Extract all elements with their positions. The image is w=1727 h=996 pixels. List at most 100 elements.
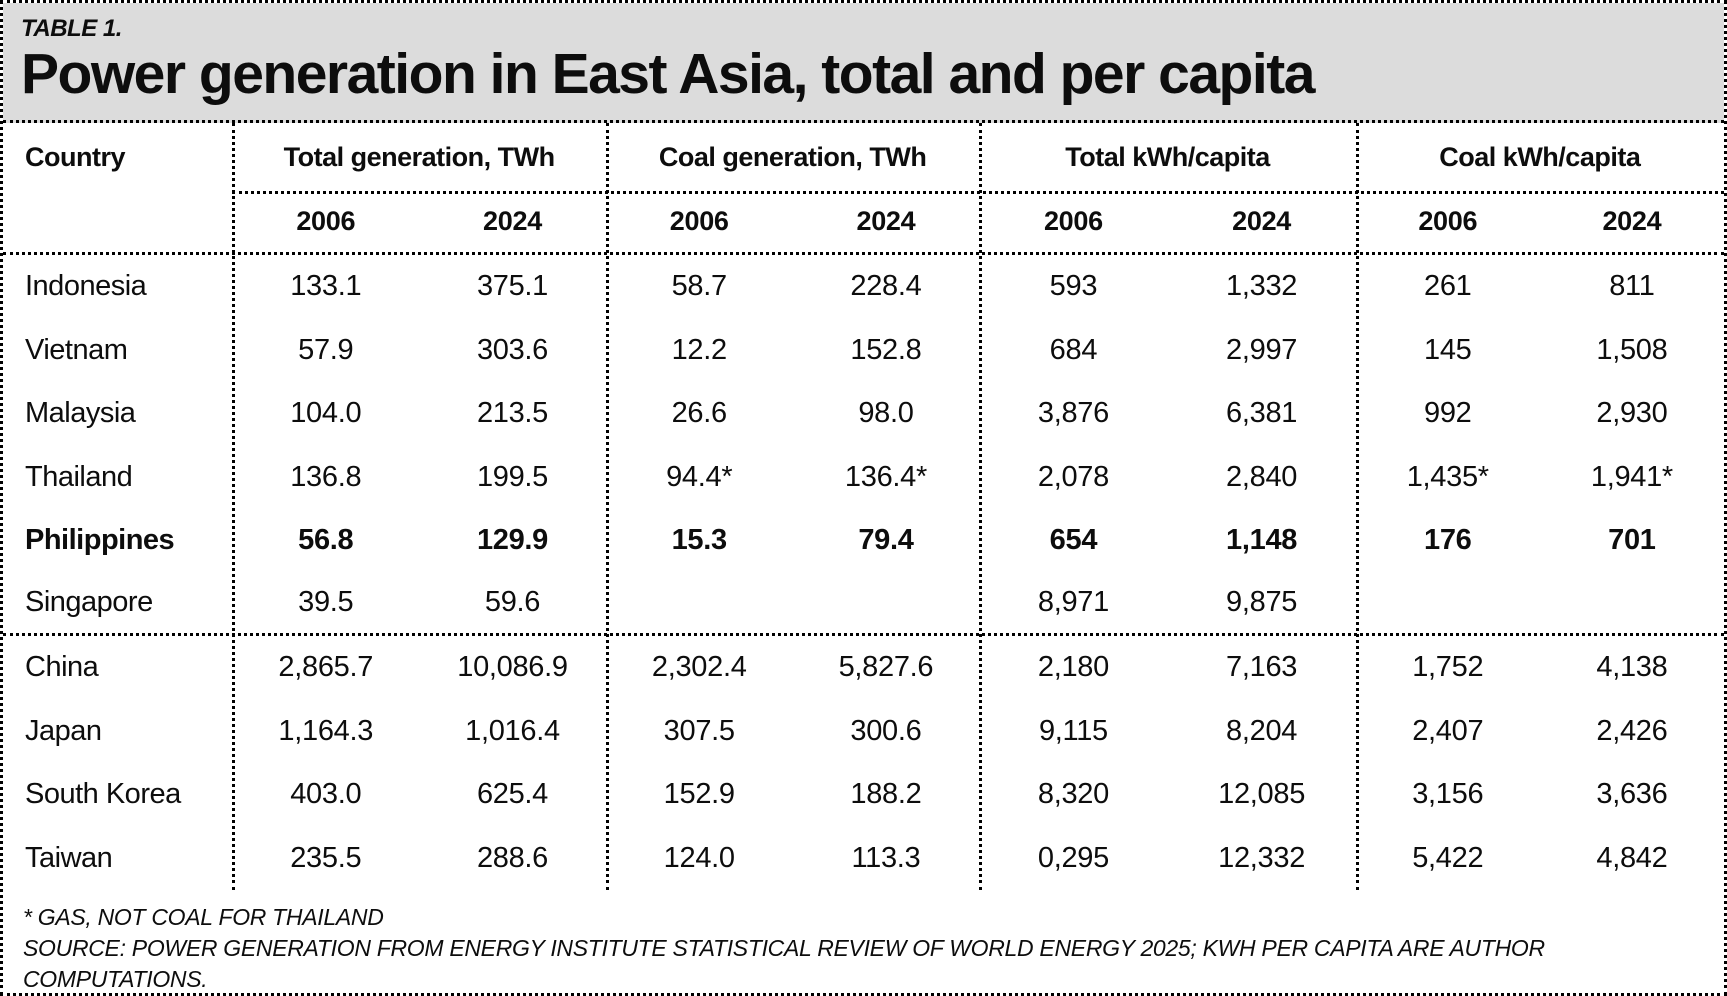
cell-value: 5,422 xyxy=(1412,841,1484,874)
cell-value: 2,840 xyxy=(1226,460,1298,493)
cell-value: 136.4* xyxy=(844,460,927,493)
column-divider xyxy=(1355,123,1359,890)
cell-value: 176 xyxy=(1424,524,1472,557)
cell-value: 79.4 xyxy=(858,524,914,557)
cell-value: 2,865.7 xyxy=(278,651,374,684)
cell-value: 2,407 xyxy=(1412,714,1484,747)
cell-value: 113.3 xyxy=(851,841,921,874)
cell-value: 188.2 xyxy=(850,778,922,811)
cell-value: 12,085 xyxy=(1218,778,1306,811)
data-table: Country Total generation, TWh Coal gener… xyxy=(3,123,1724,890)
cell-value: 3,876 xyxy=(1037,397,1109,430)
cell-value: 8,204 xyxy=(1226,714,1298,747)
cell-value: 1,148 xyxy=(1226,524,1298,557)
cell-value: 235.5 xyxy=(290,841,362,874)
year-header: 2024 xyxy=(1232,206,1292,236)
cell-value: 136.8 xyxy=(290,460,362,493)
table-row-japan: Japan 1,164.3 1,016.4 307.5 300.6 9,115 8,2… xyxy=(3,700,1724,764)
cell-value: 124.0 xyxy=(663,841,735,874)
cell-value: 684 xyxy=(1049,333,1098,366)
country-name: Japan xyxy=(25,714,102,747)
footnotes: * GAS, NOT COAL FOR THAILAND SOURCE: POW… xyxy=(3,890,1724,993)
column-divider xyxy=(232,123,236,890)
country-name: Indonesia xyxy=(25,270,147,303)
cell-value: 56.8 xyxy=(298,524,354,557)
country-name: Malaysia xyxy=(25,397,136,430)
col-header-coal-kwh-capita: Coal kWh/capita xyxy=(1439,141,1641,172)
cell-value: 0,295 xyxy=(1037,841,1109,874)
cell-value: 12,332 xyxy=(1218,841,1306,874)
year-header: 2006 xyxy=(296,206,356,236)
table-row-philippines: Philippines 56.8 129.9 15.3 79.4 654 1,148 … xyxy=(3,509,1724,573)
table-row-malaysia: Malaysia 104.0 213.5 26.6 98.0 3,876 6,381 … xyxy=(3,382,1724,446)
page-title: Power generation in East Asia, total and… xyxy=(21,42,1315,106)
cell-value: 133.1 xyxy=(290,270,362,303)
cell-value: 2,930 xyxy=(1596,397,1668,430)
cell-value: 303.6 xyxy=(476,333,549,366)
cell-value: 228.4 xyxy=(850,270,922,303)
year-header: 2006 xyxy=(1043,206,1103,236)
country-name: Singapore xyxy=(25,586,153,619)
cell-value: 98.0 xyxy=(858,397,914,430)
cell-value: 654 xyxy=(1049,524,1098,557)
cell-value: 5,827.6 xyxy=(838,651,934,684)
table-row-taiwan: Taiwan 235.5 288.6 124.0 113.3 0,295 12,332… xyxy=(3,827,1724,891)
table-row-thailand: Thailand 136.8 199.5 94.4* 136.4* 2,078 2,8… xyxy=(3,446,1724,510)
cell-value: 3,636 xyxy=(1596,778,1668,811)
country-name: China xyxy=(25,651,99,684)
cell-value: 261 xyxy=(1424,270,1472,303)
year-header: 2024 xyxy=(856,206,916,236)
cell-value: 1,435* xyxy=(1406,460,1489,493)
column-divider xyxy=(605,123,609,890)
cell-value: 992 xyxy=(1424,397,1472,430)
cell-value: 1,941* xyxy=(1590,460,1673,493)
cell-value: 129.9 xyxy=(476,524,549,557)
cell-value: 1,332 xyxy=(1226,270,1298,303)
cell-value: 10,086.9 xyxy=(457,651,568,684)
cell-value: 26.6 xyxy=(671,397,728,430)
cell-value: 152.8 xyxy=(850,333,922,366)
header-divider xyxy=(232,191,1724,194)
header-row-years: 2006 2024 2006 2024 2006 2024 2006 2024 xyxy=(3,191,1724,255)
cell-value: 152.9 xyxy=(663,778,735,811)
cell-value: 7,163 xyxy=(1226,651,1298,684)
year-header: 2024 xyxy=(1602,206,1662,236)
cell-value: 2,180 xyxy=(1037,651,1109,684)
column-divider xyxy=(979,123,983,890)
table-label: TABLE 1. xyxy=(21,15,122,42)
cell-value: 12.2 xyxy=(671,333,728,366)
col-header-country-spacer xyxy=(3,191,232,252)
table-row-china: China 2,865.7 10,086.9 2,302.4 5,827.6 2,1… xyxy=(3,636,1724,700)
cell-value: 307.5 xyxy=(663,714,735,747)
col-header-total-kwh-capita: Total kWh/capita xyxy=(1065,141,1270,172)
cell-value: 59.6 xyxy=(484,586,541,619)
country-name: Taiwan xyxy=(25,841,113,874)
cell-value: 104.0 xyxy=(290,397,362,430)
cell-value: 6,381 xyxy=(1226,397,1298,430)
cell-value: 2,302.4 xyxy=(651,651,747,684)
cell-value: 701 xyxy=(1608,524,1656,557)
cell-value: 288.6 xyxy=(476,841,549,874)
country-name: Vietnam xyxy=(25,333,128,366)
cell-value: 145 xyxy=(1424,333,1472,366)
table-row-indonesia: Indonesia 133.1 375.1 58.7 228.4 593 1,332 … xyxy=(3,255,1724,319)
cell-value: 2,997 xyxy=(1226,333,1298,366)
cell-value: 2,426 xyxy=(1596,714,1668,747)
year-header: 2006 xyxy=(1418,206,1478,236)
footnote-gas-thailand: * GAS, NOT COAL FOR THAILAND xyxy=(23,904,384,930)
table-row-vietnam: Vietnam 57.9 303.6 12.2 152.8 684 2,997 145… xyxy=(3,319,1724,383)
col-header-total-generation: Total generation, TWh xyxy=(283,141,555,172)
cell-value: 593 xyxy=(1049,270,1098,303)
country-name: Philippines xyxy=(25,524,175,557)
cell-value: 199.5 xyxy=(476,460,549,493)
table-row-singapore: Singapore 39.5 59.6 8,971 9,875 xyxy=(3,573,1724,636)
cell-value: 9,115 xyxy=(1038,714,1108,747)
cell-value: 811 xyxy=(1609,270,1655,303)
cell-value: 375.1 xyxy=(476,270,549,303)
cell-value: 15.3 xyxy=(671,524,728,557)
cell-value: 8,320 xyxy=(1037,778,1109,811)
year-header: 2006 xyxy=(669,206,729,236)
year-header: 2024 xyxy=(483,206,542,236)
cell-value: 1,752 xyxy=(1412,651,1484,684)
